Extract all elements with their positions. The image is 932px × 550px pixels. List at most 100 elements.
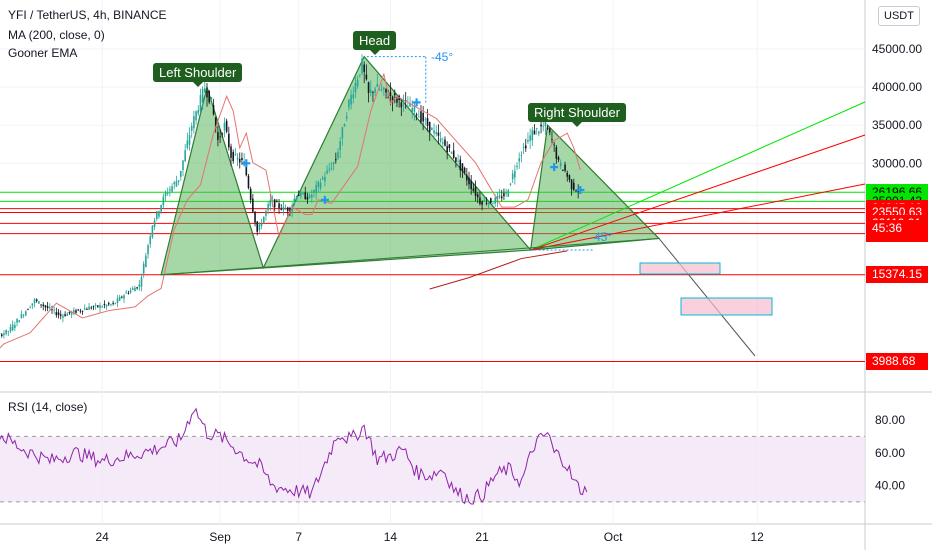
candle-88 [149,232,152,248]
candle-23 [7,330,10,337]
candle-255 [514,164,516,185]
time-tick-6: 12 [750,530,764,544]
candle-body [105,304,108,307]
candle-body [553,144,555,146]
candle-body [413,105,416,112]
candle-187 [365,64,368,81]
candle-body [555,147,558,159]
candle-body [404,100,407,101]
candle-body [223,122,226,131]
candle-body [361,59,363,74]
candle-body [295,196,298,201]
candle-body [500,196,503,199]
candle-body [393,93,396,96]
candle-159 [304,186,307,200]
candle-205 [404,91,407,109]
candle-body [221,133,224,135]
candle-83 [138,280,141,291]
candle-282 [573,178,575,192]
candle-122 [223,117,226,138]
candle-body [55,312,58,316]
candle-272 [551,131,553,144]
candle-body [385,88,387,93]
candle-body [110,304,112,306]
candle-87 [147,243,149,259]
candle-body [466,174,468,181]
candle-22 [5,329,7,336]
candle-body [573,182,575,190]
candle-58 [83,304,86,311]
candle-body [391,96,394,102]
candle-body [566,172,569,177]
candle-259 [522,143,525,154]
ema-indicator-label: Gooner EMA [8,46,78,60]
candle-284 [577,184,579,199]
currency-button[interactable]: USDT [878,6,920,26]
candle-254 [511,169,514,183]
candle-body [107,303,110,305]
candle-body [306,196,309,200]
candle-body [485,202,488,204]
candle-98 [171,183,173,194]
candle-225 [448,144,451,153]
candle-body [426,118,429,126]
candle-body [217,132,219,140]
candle-body [409,103,411,107]
candle-body [171,186,173,192]
candle-157 [300,189,302,200]
candle-100 [175,175,178,187]
candle-body [153,220,156,227]
candle-body [350,94,352,105]
candle-171 [330,161,333,171]
candle-body [149,236,152,245]
candle-body [284,208,287,210]
candle-38 [40,304,42,308]
candle-body [529,135,531,141]
rsi-tick-2: 40.00 [875,479,905,493]
candle-body [42,304,45,307]
candle-277 [562,169,564,172]
candle-129 [238,152,241,169]
candle-33 [29,305,31,309]
candle-body [372,91,374,93]
candle-body [505,191,507,194]
candle-274 [555,145,558,164]
candle-body [51,309,53,311]
candle-169 [326,165,328,175]
candle-273 [553,141,555,152]
candle-body [531,130,534,141]
candle-body [16,319,18,323]
time-tick-0: 24 [95,530,109,544]
time-tick-2: 7 [295,530,303,544]
candle-body [494,197,496,204]
green-trend-line [530,101,866,251]
candle-body [204,88,206,93]
candle-155 [295,195,298,202]
candle-264 [533,124,536,135]
candle-146 [276,199,278,203]
candle-120 [219,128,221,143]
candle-body [564,164,566,171]
candle-53 [73,307,75,316]
candle-245 [492,201,494,205]
candle-body [64,314,66,317]
candle-182 [354,75,357,99]
candle-body [256,221,259,232]
candle-275 [557,155,560,163]
candle-body [422,112,424,122]
candle-body [5,329,7,334]
arrow-marker-cross [576,185,585,194]
candle-body [518,158,521,162]
arrow-marker-0 [242,159,251,168]
candle-138 [258,221,261,233]
candle-119 [217,125,219,147]
candle-212 [420,104,422,124]
candle-body [186,140,189,148]
candle-46 [57,309,60,319]
trend-lines[interactable] [161,56,866,357]
candle-21 [3,330,5,339]
head-and-shoulders-pattern[interactable] [160,55,661,276]
candle-203 [400,99,403,117]
candle-250 [503,188,505,201]
